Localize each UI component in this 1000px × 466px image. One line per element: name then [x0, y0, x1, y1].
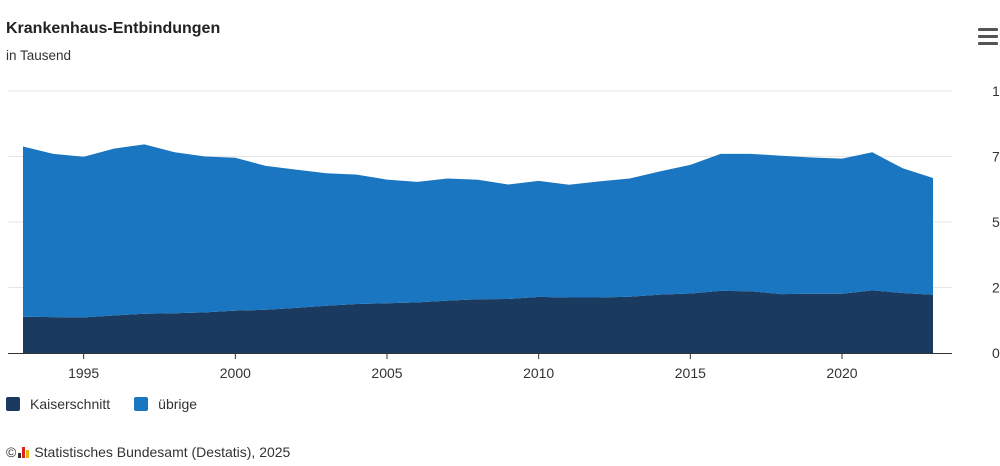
x-tick-label-2000: 2000 [220, 365, 251, 381]
legend: Kaiserschnitt übrige [6, 396, 221, 412]
legend-label-kaiserschnitt: Kaiserschnitt [30, 396, 111, 412]
y-tick-label-1000: 1000 [992, 83, 1000, 99]
source-text: Statistisches Bundesamt (Destatis), 2025 [34, 444, 291, 460]
chart-areas [23, 144, 933, 353]
hamburger-menu-icon[interactable] [978, 28, 998, 46]
legend-item-uebrige[interactable]: übrige [134, 396, 197, 412]
x-tick-label-2020: 2020 [826, 365, 857, 381]
source-credit: © Statistisches Bundesamt (Destatis), 20… [6, 444, 290, 460]
x-tick-label-2010: 2010 [523, 365, 554, 381]
legend-item-kaiserschnitt[interactable]: Kaiserschnitt [6, 396, 110, 412]
copyright-symbol: © [6, 444, 17, 460]
area-chart: 1995 2000 2005 2010 2015 2020 0 250 500 750 1000 [8, 83, 1000, 381]
y-tick-label-250: 250 [992, 280, 1000, 296]
area-series-uebrige [23, 144, 933, 318]
destatis-logo-icon [18, 446, 30, 458]
y-axis: 0 250 500 750 1000 [992, 83, 1000, 361]
chart-subtitle: in Tausend [6, 48, 72, 63]
area-series-kaiserschnitt [23, 290, 933, 353]
legend-label-uebrige: übrige [158, 396, 198, 412]
legend-swatch-kaiserschnitt [6, 397, 20, 411]
chart-title: Krankenhaus-Entbindungen [6, 20, 221, 37]
x-tick-label-1995: 1995 [68, 365, 99, 381]
y-tick-label-750: 750 [992, 149, 1000, 165]
x-axis: 1995 2000 2005 2010 2015 2020 [8, 353, 952, 381]
x-tick-label-2005: 2005 [371, 365, 402, 381]
y-tick-label-500: 500 [992, 214, 1000, 230]
legend-swatch-uebrige [134, 397, 149, 411]
x-tick-label-2015: 2015 [675, 365, 706, 381]
y-tick-label-0: 0 [992, 345, 1000, 361]
